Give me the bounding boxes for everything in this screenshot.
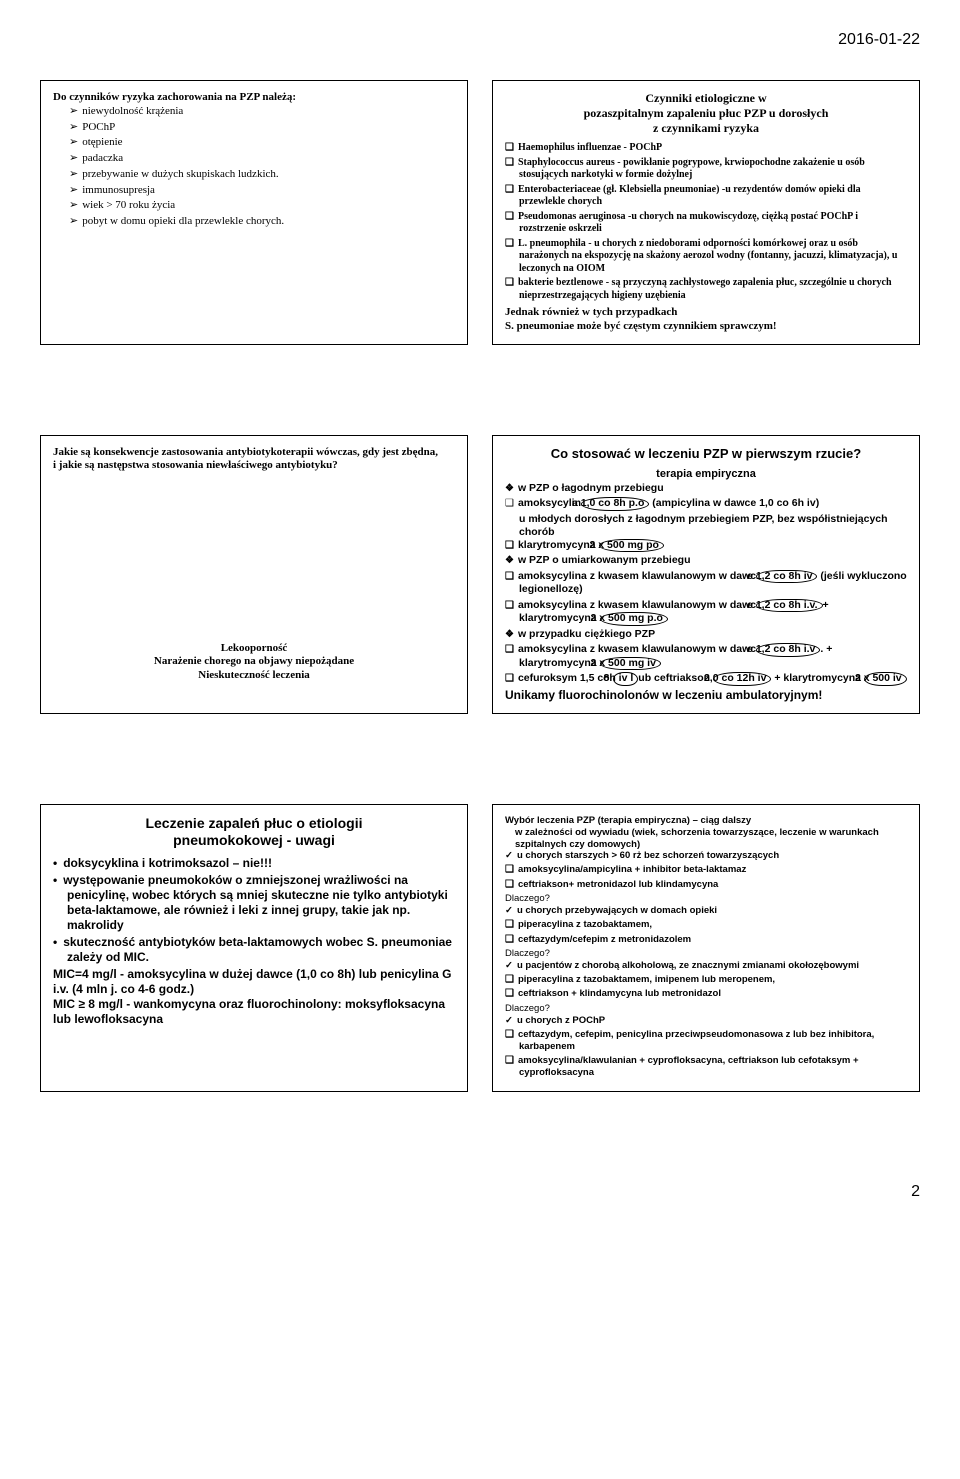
why: Dlaczego? — [505, 893, 907, 905]
list-item: ceftazydym/cefepim z metronidazolem — [505, 934, 907, 947]
list-item: Haemophilus influenzae - POChP — [505, 142, 907, 155]
slide-first-line-therapy: Co stosować w leczeniu PZP w pierwszym r… — [492, 435, 920, 714]
list-item: Enterobacteriaceae (gł. Klebsiella pneum… — [505, 184, 907, 209]
list-item: wiek > 70 roku życia — [69, 199, 455, 213]
slide-etiology: Czynniki etiologiczne w pozaszpitalnym z… — [492, 80, 920, 345]
g4h: u chorych z POChP — [505, 1015, 907, 1027]
slide2-list: Haemophilus influenzae - POChP Staphyloc… — [505, 142, 907, 302]
date-header: 2016-01-22 — [40, 30, 920, 50]
list-item: u chorych starszych > 60 rż bez schorzeń… — [505, 850, 907, 862]
slide1-lead: Do czynników ryzyka zachorowania na PZP … — [53, 91, 455, 105]
list-item: doksycyklina i kotrimoksazol – nie!!! — [53, 856, 455, 871]
slide3-answers: Lekooporność Narażenie chorego na objawy… — [53, 642, 455, 683]
slide4-foot: Unikamy fluorochinolonów w leczeniu ambu… — [505, 688, 907, 703]
slide-risk-factors: Do czynników ryzyka zachorowania na PZP … — [40, 80, 468, 345]
list-item: występowanie pneumokoków o zmniejszonej … — [53, 873, 455, 933]
list-item: u pacjentów z chorobą alkoholową, ze zna… — [505, 960, 907, 972]
slide4-list: amoksycylina z kwasem klawulanowym w daw… — [505, 570, 907, 626]
list-item: ceftriakson + klindamycyna lub metronida… — [505, 988, 907, 1001]
slide2-foot2: S. pneumoniae może być częstym czynnikie… — [505, 320, 907, 334]
slide4-list: w przypadku ciężkiego PZP — [505, 628, 907, 642]
list-item: amoksycylina z kwasem klawulanowym w daw… — [505, 570, 907, 597]
answer-line: Lekooporność — [53, 642, 455, 656]
mic-line: MIC ≥ 8 mg/l - wankomycyna oraz fluoroch… — [53, 997, 455, 1027]
slide4-list: w PZP o umiarkowanym przebiegu — [505, 554, 907, 568]
slide4-title: Co stosować w leczeniu PZP w pierwszym r… — [505, 446, 907, 462]
list-item: bakterie beztlenowe - są przyczyną zachł… — [505, 277, 907, 302]
slide4-subtitle: terapia empiryczna — [505, 468, 907, 482]
slide3-q: Jakie są konsekwencje zastosowania antyb… — [53, 446, 455, 474]
list-item: piperacylina z tazobaktamem, — [505, 919, 907, 932]
list-item: u chorych z POChP — [505, 1015, 907, 1027]
note: u młodych dorosłych z łagodnym przebiegi… — [505, 513, 907, 539]
list-item: L. pneumophila - u chorych z niedoborami… — [505, 238, 907, 276]
list-item: przebywanie w dużych skupiskach ludzkich… — [69, 168, 455, 182]
slide-therapy-cont: Wybór leczenia PZP (terapia empiryczna) … — [492, 804, 920, 1093]
mic-line: MIC=4 mg/l - amoksycylina w dużej dawce … — [53, 967, 455, 997]
slide1-list: niewydolność krążenia POChP otępienie pa… — [69, 105, 455, 229]
list-item: u chorych przebywających w domach opieki — [505, 905, 907, 917]
slide6-list: piperacylina z tazobaktamem, imipenem lu… — [505, 974, 907, 1001]
slide2-foot1: Jednak również w tych przypadkach — [505, 306, 907, 320]
slide6-list: amoksycylina/ampicylina + inhibitor beta… — [505, 864, 907, 891]
list-item: padaczka — [69, 152, 455, 166]
list-item: Pseudomonas aeruginosa -u chorych na muk… — [505, 211, 907, 236]
g2h: u chorych przebywających w domach opieki — [505, 905, 907, 917]
slide4-list: amoksycylina 1,0 co 8h p.o (ampicylina w… — [505, 497, 907, 511]
slide6-list: piperacylina z tazobaktamem, ceftazydym/… — [505, 919, 907, 946]
why: Dlaczego? — [505, 948, 907, 960]
g1h: u chorych starszych > 60 rż bez schorzeń… — [505, 850, 907, 862]
answer-line: Narażenie chorego na objawy niepożądane — [53, 655, 455, 669]
list-item: ceftazydym, cefepim, penicylina przeciwp… — [505, 1029, 907, 1053]
list-item: amoksycylina z kwasem klawulanowym w daw… — [505, 643, 907, 670]
g3h: u pacjentów z chorobą alkoholową, ze zna… — [505, 960, 907, 972]
list-item: piperacylina z tazobaktamem, imipenem lu… — [505, 974, 907, 987]
list-item: Staphylococcus aureus - powikłanie pogry… — [505, 157, 907, 182]
slide5-list: doksycyklina i kotrimoksazol – nie!!! wy… — [53, 856, 455, 965]
list-item: amoksycylina/ampicylina + inhibitor beta… — [505, 864, 907, 877]
slide4-list: klarytromycyna 2 x 500 mg po — [505, 539, 907, 553]
row-2: Jakie są konsekwencje zastosowania antyb… — [40, 435, 920, 714]
list-item: pobyt w domu opieki dla przewlekle chory… — [69, 215, 455, 229]
list-item: w PZP o łagodnym przebiegu — [505, 482, 907, 496]
list-item: klarytromycyna 2 x 500 mg po — [505, 539, 907, 553]
slide2-title: Czynniki etiologiczne w pozaszpitalnym z… — [505, 91, 907, 136]
list-item: skuteczność antybiotyków beta-laktamowyc… — [53, 935, 455, 965]
slide5-title: Leczenie zapaleń płuc o etiologiipneumok… — [53, 815, 455, 850]
row-1: Do czynników ryzyka zachorowania na PZP … — [40, 80, 920, 345]
slide4-list: amoksycylina z kwasem klawulanowym w daw… — [505, 643, 907, 686]
list-item: amoksycylina z kwasem klawulanowym w daw… — [505, 599, 907, 626]
slide6-sub: w zależności od wywiadu (wiek, schorzeni… — [505, 827, 907, 851]
list-item: niewydolność krążenia — [69, 105, 455, 119]
list-item: cefuroksym 1,5 co 8h iv lub ceftriakson … — [505, 672, 907, 686]
list-item: amoksycylina 1,0 co 8h p.o (ampicylina w… — [505, 497, 907, 511]
slide6-lead: Wybór leczenia PZP (terapia empiryczna) … — [505, 815, 907, 827]
slide-consequences: Jakie są konsekwencje zastosowania antyb… — [40, 435, 468, 714]
answer-line: Nieskuteczność leczenia — [53, 669, 455, 683]
slide6-list: ceftazydym, cefepim, penicylina przeciwp… — [505, 1029, 907, 1080]
list-item: ceftriakson+ metronidazol lub klindamycy… — [505, 879, 907, 892]
list-item: w PZP o umiarkowanym przebiegu — [505, 554, 907, 568]
list-item: immunosupresja — [69, 184, 455, 198]
list-item: POChP — [69, 121, 455, 135]
list-item: amoksycylina/klawulanian + cyprofloksacy… — [505, 1055, 907, 1079]
row-3: Leczenie zapaleń płuc o etiologiipneumok… — [40, 804, 920, 1093]
list-item: otępienie — [69, 136, 455, 150]
slide-pneumococcal: Leczenie zapaleń płuc o etiologiipneumok… — [40, 804, 468, 1093]
why: Dlaczego? — [505, 1003, 907, 1015]
list-item: w przypadku ciężkiego PZP — [505, 628, 907, 642]
slide4-list: w PZP o łagodnym przebiegu — [505, 482, 907, 496]
page-number: 2 — [40, 1182, 920, 1202]
